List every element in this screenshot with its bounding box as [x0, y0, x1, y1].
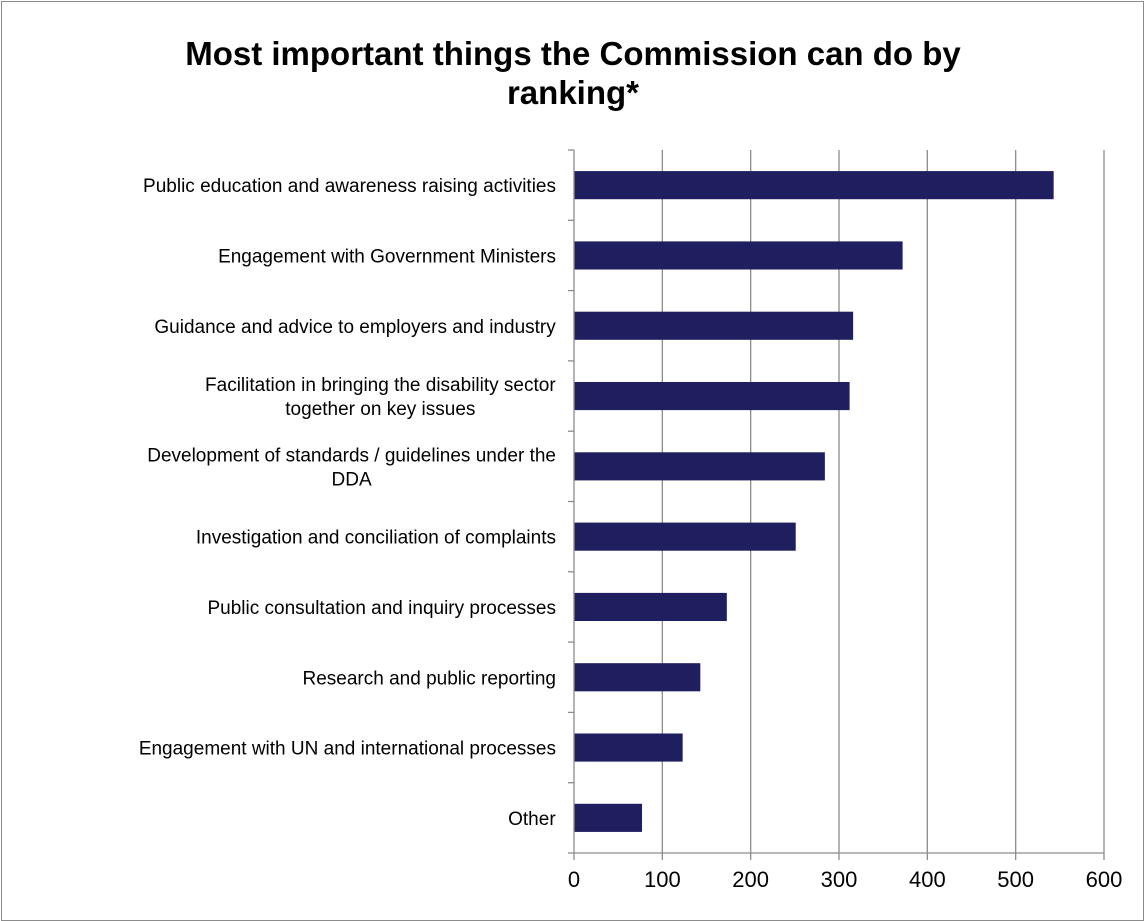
category-label: Other	[508, 809, 556, 830]
bar	[574, 733, 683, 762]
x-tick-label: 500	[997, 867, 1034, 892]
bar	[574, 592, 727, 622]
category-label: Guidance and advice to employers and ind…	[154, 317, 556, 338]
bar	[574, 311, 854, 340]
bar	[574, 452, 825, 481]
chart-title: Most important things the Commission can…	[0, 34, 1146, 112]
category-label-line: Development of standards / guidelines un…	[147, 445, 556, 466]
bar	[574, 522, 796, 551]
category-label-line: Research and public reporting	[303, 668, 557, 689]
category-labels: Public education and awareness raising a…	[139, 176, 557, 830]
category-label: Public consultation and inquiry processe…	[207, 598, 556, 619]
category-label-line: Investigation and conciliation of compla…	[196, 528, 556, 549]
category-label-line: Public consultation and inquiry processe…	[207, 598, 556, 619]
bar	[574, 663, 701, 692]
category-label-line: Engagement with Government Ministers	[218, 246, 556, 267]
category-label: Engagement with Government Ministers	[218, 246, 556, 267]
tick-labels: 0 100 200 300 400 500 600	[568, 867, 1122, 892]
x-tick-label: 300	[821, 867, 858, 892]
x-tick-label: 600	[1086, 867, 1123, 892]
x-tick-label: 0	[568, 867, 580, 892]
category-label-line: Public education and awareness raising a…	[143, 176, 556, 197]
category-label-line: together on key issues	[285, 399, 475, 420]
category-label: Investigation and conciliation of compla…	[196, 528, 556, 549]
category-label-line: Facilitation in bringing the disability …	[205, 375, 556, 396]
chart-title-line-2: ranking*	[506, 74, 640, 111]
x-tick-label: 100	[644, 867, 681, 892]
bar	[574, 241, 903, 270]
axes	[568, 149, 1105, 860]
category-label-line: Other	[508, 809, 556, 830]
bars	[574, 171, 1054, 832]
category-label-line: DDA	[332, 469, 372, 490]
x-tick-label: 400	[909, 867, 946, 892]
bar	[574, 381, 850, 411]
chart-title-line-1: Most important things the Commission can…	[185, 35, 961, 72]
bar	[574, 171, 1054, 200]
category-label-line: Engagement with UN and international pro…	[139, 739, 556, 760]
category-label: Development of standards / guidelines un…	[147, 445, 556, 490]
x-tick-label: 200	[732, 867, 769, 892]
category-label: Public education and awareness raising a…	[143, 176, 556, 197]
bar	[574, 803, 643, 832]
category-label: Facilitation in bringing the disability …	[205, 375, 556, 420]
category-label: Engagement with UN and international pro…	[139, 739, 556, 760]
category-label-line: Guidance and advice to employers and ind…	[154, 317, 556, 338]
category-label: Research and public reporting	[303, 668, 557, 689]
